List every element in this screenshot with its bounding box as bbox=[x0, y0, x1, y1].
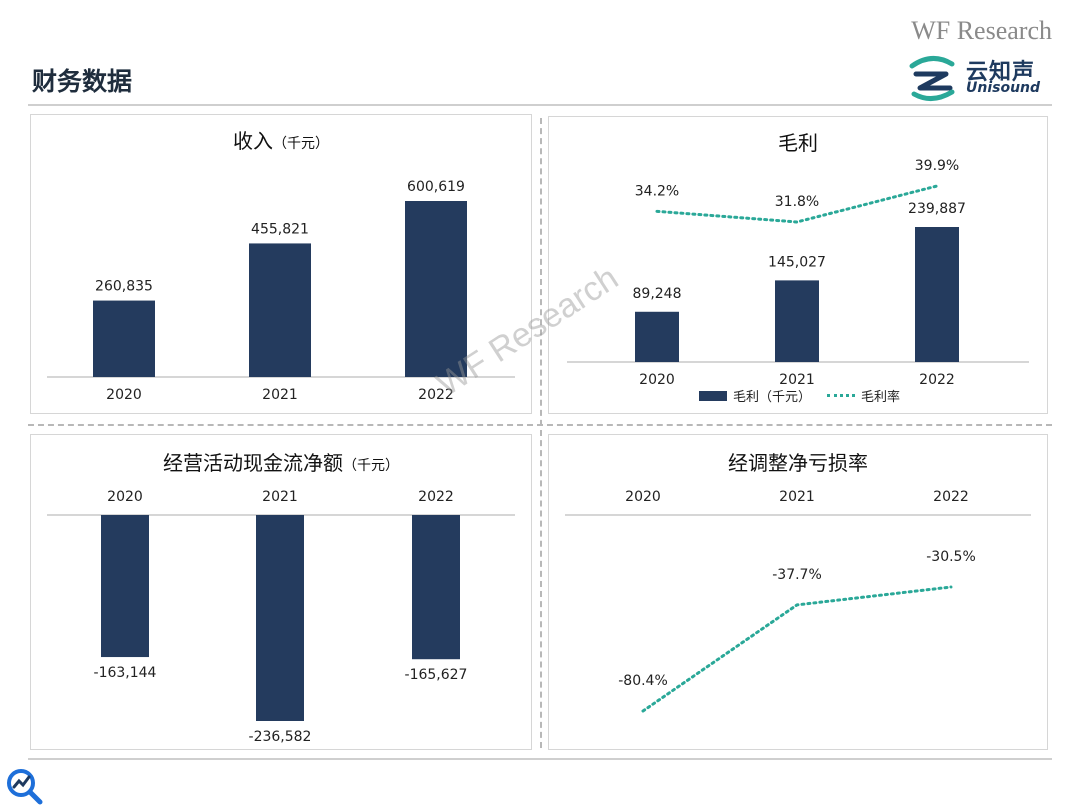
revenue-bar-2022 bbox=[405, 201, 467, 377]
legend-bar-label: 毛利（千元） bbox=[733, 390, 812, 405]
revenue-chart-title: 收入（千元） bbox=[31, 125, 531, 154]
horizontal-divider bbox=[28, 424, 1052, 426]
net-loss-rate-x-tick-2021: 2021 bbox=[779, 489, 815, 505]
cashflow-x-tick-2020: 2020 bbox=[107, 489, 143, 505]
gross-profit-x-tick-2020: 2020 bbox=[639, 372, 675, 388]
gross-profit-bar-2020 bbox=[635, 311, 679, 362]
revenue-unit-text: （千元） bbox=[273, 136, 329, 152]
gross-profit-chart-title: 毛利 bbox=[778, 131, 818, 155]
revenue-value-label-2021: 455,821 bbox=[251, 221, 309, 237]
revenue-bar-2021 bbox=[249, 243, 311, 377]
footer-divider bbox=[28, 758, 1052, 760]
gross-margin-line bbox=[655, 184, 939, 224]
gross-profit-x-tick-2022: 2022 bbox=[919, 372, 955, 388]
cashflow-value-label-2022: -165,627 bbox=[405, 667, 468, 683]
cashflow-bar-2020 bbox=[101, 515, 149, 658]
net-loss-rate-label-2021: -37.7% bbox=[772, 567, 822, 583]
gross-profit-value-label-2020: 89,248 bbox=[633, 286, 682, 302]
gross-profit-value-label-2022: 239,887 bbox=[908, 201, 966, 217]
gross-profit-chart-svg: 89,248 2020 145,027 2021 239,887 2022 34.2% 31.… bbox=[567, 158, 1029, 388]
revenue-x-tick-2020: 2020 bbox=[106, 387, 142, 403]
gross-profit-bar-2021 bbox=[775, 280, 819, 362]
net-loss-rate-label-2020: -80.4% bbox=[618, 673, 668, 689]
header-divider bbox=[28, 104, 1052, 106]
gross-profit-chart-panel: 毛利 89,248 2020 145,027 2021 239,887 2022 34.2%… bbox=[548, 116, 1048, 414]
brand-top: WF Research bbox=[911, 16, 1052, 45]
logo-en-text: Unisound bbox=[966, 80, 1041, 96]
net-loss-rate-x-tick-2022: 2022 bbox=[933, 489, 969, 505]
revenue-value-label-2020: 260,835 bbox=[95, 279, 153, 295]
legend-bar-swatch bbox=[699, 390, 727, 401]
gross-profit-value-label-2021: 145,027 bbox=[768, 254, 826, 270]
net-loss-rate-line bbox=[641, 585, 953, 713]
cashflow-unit-text: （千元） bbox=[343, 458, 399, 474]
revenue-value-label-2022: 600,619 bbox=[407, 179, 465, 195]
net-loss-rate-label-2022: -30.5% bbox=[926, 549, 976, 565]
legend-line-swatch bbox=[827, 394, 856, 397]
revenue-x-tick-2021: 2021 bbox=[262, 387, 298, 403]
cashflow-bar-2022 bbox=[412, 515, 460, 660]
vertical-divider bbox=[540, 118, 542, 748]
revenue-chart-svg: 260,835 2020 455,821 2021 600,619 2022 bbox=[47, 179, 515, 403]
gross-margin-label-2020: 34.2% bbox=[635, 183, 679, 199]
gross-margin-label-2022: 39.9% bbox=[915, 158, 959, 174]
cashflow-chart-title: 经营活动现金流净额（千元） bbox=[31, 447, 531, 476]
unisound-logo-icon bbox=[909, 56, 955, 101]
unisound-logo: 云知声 Unisound bbox=[906, 52, 1056, 102]
gross-margin-label-2021: 31.8% bbox=[775, 194, 819, 210]
cashflow-chart-panel: 经营活动现金流净额（千元） -163,144 2020 -236,582 2021 -1… bbox=[30, 434, 532, 750]
cashflow-value-label-2020: -163,144 bbox=[94, 665, 157, 681]
gross-profit-legend: 毛利（千元） 毛利率 bbox=[699, 386, 900, 405]
gross-profit-bar-2022 bbox=[915, 227, 959, 362]
net-loss-rate-chart-svg: 2020 -80.4% 2021 -37.7% 2022 -30.5% bbox=[565, 489, 1031, 713]
revenue-x-tick-2022: 2022 bbox=[418, 387, 454, 403]
magnifier-chart-icon bbox=[7, 769, 43, 805]
cashflow-bar-2021 bbox=[256, 515, 304, 721]
net-loss-rate-chart-title: 经调整净亏损率 bbox=[728, 451, 868, 475]
page-title: 财务数据 bbox=[32, 67, 133, 96]
logo-cn-text: 云知声 bbox=[966, 60, 1036, 85]
cashflow-title-text: 经营活动现金流净额 bbox=[163, 451, 343, 475]
cashflow-chart-svg: -163,144 2020 -236,582 2021 -165,627 2022 bbox=[47, 489, 515, 745]
net-loss-rate-chart-panel: 经调整净亏损率 2020 -80.4% 2021 -37.7% 2022 -30.5% bbox=[548, 434, 1048, 750]
cashflow-x-tick-2021: 2021 bbox=[262, 489, 298, 505]
revenue-title-text: 收入 bbox=[233, 129, 273, 153]
cashflow-value-label-2021: -236,582 bbox=[249, 729, 312, 745]
revenue-bar-2020 bbox=[93, 300, 155, 377]
gross-profit-x-tick-2021: 2021 bbox=[779, 372, 815, 388]
cashflow-x-tick-2022: 2022 bbox=[418, 489, 454, 505]
legend-line-label: 毛利率 bbox=[861, 390, 901, 405]
net-loss-rate-x-tick-2020: 2020 bbox=[625, 489, 661, 505]
revenue-chart-panel: 收入（千元） 260,835 2020 455,821 2021 600,619 2022 bbox=[30, 114, 532, 414]
